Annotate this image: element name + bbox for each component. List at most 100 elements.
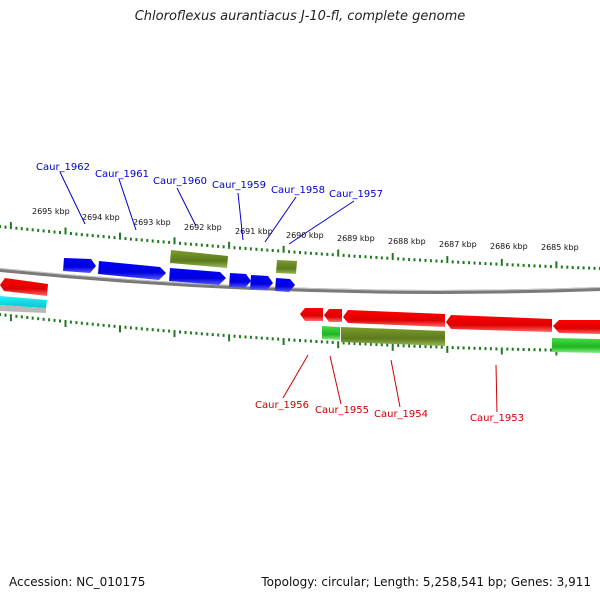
minor-tick xyxy=(517,347,520,351)
gene-label[interactable]: Caur_1957 xyxy=(329,189,383,200)
minor-tick xyxy=(0,225,1,228)
gene-block[interactable] xyxy=(552,338,600,353)
minor-tick xyxy=(151,328,154,332)
gene-arrow[interactable] xyxy=(0,278,48,296)
gene-block[interactable] xyxy=(276,260,297,274)
minor-tick xyxy=(200,332,203,336)
major-tick xyxy=(555,261,558,269)
gene-block[interactable] xyxy=(341,327,445,346)
scale-label: 2686 kbp xyxy=(490,242,528,251)
minor-tick xyxy=(397,344,400,347)
minor-tick xyxy=(288,338,291,342)
gene-arrow[interactable] xyxy=(63,258,96,273)
minor-tick xyxy=(266,248,269,252)
gene-arrow[interactable] xyxy=(250,275,273,290)
major-tick xyxy=(500,258,503,266)
gene-arrow[interactable] xyxy=(300,308,323,321)
minor-tick xyxy=(140,327,143,331)
major-tick xyxy=(337,341,340,349)
minor-tick xyxy=(135,238,138,242)
minor-tick xyxy=(517,263,520,267)
minor-tick xyxy=(462,261,465,264)
minor-tick xyxy=(102,235,105,239)
minor-tick xyxy=(15,226,18,230)
minor-tick xyxy=(97,323,100,327)
gene-label[interactable]: Caur_1961 xyxy=(95,169,149,180)
minor-tick xyxy=(222,333,225,337)
major-tick xyxy=(446,345,449,353)
minor-tick xyxy=(53,318,56,322)
minor-tick xyxy=(331,340,334,344)
gene-label[interactable]: Caur_1954 xyxy=(374,409,428,420)
minor-tick xyxy=(408,344,411,348)
minor-tick xyxy=(397,257,400,261)
minor-tick xyxy=(288,250,291,254)
minor-tick xyxy=(424,258,427,262)
gene-arrow[interactable] xyxy=(343,310,445,327)
gene-block[interactable] xyxy=(0,296,47,308)
minor-tick xyxy=(451,260,454,264)
minor-tick xyxy=(511,347,514,351)
minor-tick xyxy=(255,336,258,340)
major-tick xyxy=(228,241,231,249)
upper-scale-ticks xyxy=(0,222,600,270)
minor-tick xyxy=(359,342,361,346)
label-leader-line xyxy=(282,354,309,399)
gene-block[interactable] xyxy=(322,326,340,340)
minor-tick xyxy=(239,335,241,339)
minor-tick xyxy=(468,261,471,265)
minor-tick xyxy=(462,346,465,350)
minor-tick xyxy=(495,262,498,266)
minor-tick xyxy=(189,331,192,335)
gene-arrow[interactable] xyxy=(275,278,295,292)
minor-tick xyxy=(440,345,443,349)
gene-label[interactable]: Caur_1959 xyxy=(212,180,266,191)
minor-tick xyxy=(435,259,438,263)
minor-tick xyxy=(424,345,427,349)
minor-tick xyxy=(528,348,531,352)
gene-label[interactable]: Caur_1958 xyxy=(271,185,325,196)
minor-tick xyxy=(413,344,416,348)
gene-arrow[interactable] xyxy=(446,315,552,332)
scale-label: 2693 kbp xyxy=(133,218,171,227)
minor-tick xyxy=(364,255,367,259)
gene-block[interactable] xyxy=(170,250,228,268)
scale-label: 2695 kbp xyxy=(32,207,70,216)
minor-tick xyxy=(342,253,345,257)
gene-label[interactable]: Caur_1962 xyxy=(36,162,90,173)
scale-label: 2690 kbp xyxy=(286,231,324,240)
minor-tick xyxy=(539,264,541,268)
minor-tick xyxy=(271,249,274,252)
major-tick xyxy=(64,227,67,235)
minor-tick xyxy=(533,264,536,268)
gene-label[interactable]: Caur_1953 xyxy=(470,413,524,424)
gene-arrow[interactable] xyxy=(553,320,600,334)
gene-label[interactable]: Caur_1955 xyxy=(315,405,369,416)
gene-arrow[interactable] xyxy=(324,309,342,322)
minor-tick xyxy=(91,234,94,238)
gene-arrow[interactable] xyxy=(169,268,226,285)
minor-tick xyxy=(315,340,318,343)
minor-tick xyxy=(457,346,460,350)
label-leader-line xyxy=(288,200,355,245)
minor-tick xyxy=(168,240,171,244)
minor-tick xyxy=(239,246,241,250)
gene-arrow[interactable] xyxy=(98,261,166,280)
gene-arrow[interactable] xyxy=(229,273,251,288)
minor-tick xyxy=(511,263,514,267)
minor-tick xyxy=(146,239,149,242)
minor-tick xyxy=(528,264,531,268)
scale-label: 2694 kbp xyxy=(82,213,120,222)
gene-label[interactable]: Caur_1960 xyxy=(153,176,207,187)
minor-tick xyxy=(91,322,94,326)
minor-tick xyxy=(419,344,421,348)
major-tick xyxy=(282,245,285,253)
minor-tick xyxy=(544,264,547,268)
gene-label[interactable]: Caur_1956 xyxy=(255,400,309,411)
minor-tick xyxy=(195,331,198,335)
reverse-gene-labels: Caur_1956 Caur_1955 Caur_1954 Caur_1953 xyxy=(255,354,524,424)
major-tick xyxy=(228,334,231,342)
minor-tick xyxy=(206,332,209,336)
minor-tick xyxy=(549,265,552,269)
minor-tick xyxy=(140,238,143,242)
